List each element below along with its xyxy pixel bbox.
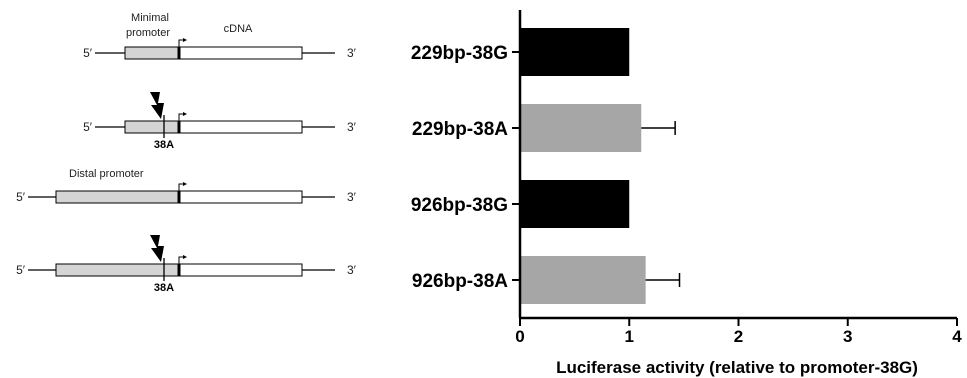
five-prime-label: 5′ [83,120,93,134]
category-label-926bp-38A: 926bp-38A [412,271,508,292]
cdna-box [178,190,303,204]
three-prime-label: 3′ [347,120,357,134]
cdna-box [178,120,303,134]
x-axis-title: Luciferase activity (relative to promote… [556,358,918,377]
x-tick-label-1: 1 [625,327,634,346]
three-prime-label: 3′ [347,263,357,277]
axes-group [512,10,958,326]
bar-chart: 229bp-38G 229bp-38A 926bp-38G 926bp-38A 0 1 2… [411,10,962,377]
mutation-label: 38A [154,282,174,294]
three-prime-label: 3′ [347,46,357,60]
construct-schematic: 5′ 3′ Minimal promoter cDNA 5′ 3′ 38A 5′ 3′ Distal… [16,12,357,294]
bar-229bp-38G [520,28,630,76]
promoter-box [55,190,180,204]
construct-3: 5′ 3′ Distal promoter [16,168,357,204]
bar-926bp-38A [520,256,646,304]
cdna-box [178,263,303,277]
x-tick-label-0: 0 [515,327,524,346]
cdna-label: cDNA [224,23,253,35]
five-prime-label: 5′ [16,190,26,204]
category-labels-group: 229bp-38G 229bp-38A 926bp-38G 926bp-38A [411,43,508,292]
category-label-229bp-38G: 229bp-38G [411,43,508,64]
construct-4: 5′ 3′ 38A [16,235,357,294]
error-bars-group [641,121,681,287]
five-prime-label: 5′ [83,46,93,60]
category-label-926bp-38G: 926bp-38G [411,195,508,216]
arrowhead-icon [183,182,187,186]
promoter-box [124,46,180,60]
bar-229bp-38A [520,104,642,152]
x-tick-label-3: 3 [843,327,852,346]
mutation-label: 38A [154,139,174,151]
five-prime-label: 5′ [16,263,26,277]
lightning-bolt-icon [150,92,164,119]
promoter-box [55,263,180,277]
region-label: Minimal [131,12,169,24]
three-prime-label: 3′ [347,190,357,204]
cdna-box [178,46,303,60]
lightning-bolt-icon [150,235,164,262]
x-tick-label-4: 4 [952,327,962,346]
bar-926bp-38G [520,180,630,228]
tick-labels-group: 0 1 2 3 4 [515,327,962,346]
region-label-line2: promoter [126,27,170,39]
arrowhead-icon [183,112,187,116]
bars-group [520,28,646,304]
arrowhead-icon [183,38,187,42]
construct-2: 5′ 3′ 38A [83,92,357,151]
category-label-229bp-38A: 229bp-38A [412,119,508,140]
arrowhead-icon [183,255,187,259]
x-tick-label-2: 2 [734,327,743,346]
region-label: Distal promoter [69,168,144,180]
promoter-box [124,120,180,134]
construct-1: 5′ 3′ Minimal promoter cDNA [83,12,357,60]
